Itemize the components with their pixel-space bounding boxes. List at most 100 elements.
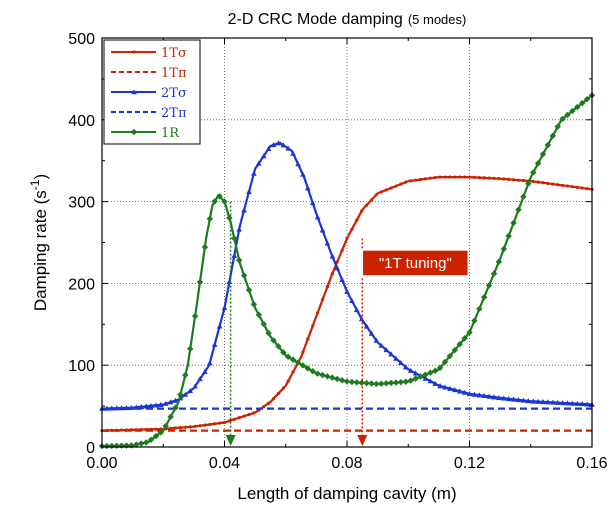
series-3-point (368, 330, 375, 336)
series-3-point (545, 399, 551, 405)
series-3-point (466, 391, 473, 397)
series-5-point (549, 132, 556, 140)
series-3-point (329, 253, 336, 259)
series-3-point (501, 395, 507, 401)
series-5-point (422, 371, 429, 378)
y-axis-title-close: ) (31, 174, 50, 180)
series-5-point (441, 358, 449, 366)
series-5-point (177, 391, 184, 398)
series-5-point (172, 404, 179, 411)
series-5-point (451, 346, 458, 354)
series-5-point (216, 193, 223, 200)
series-3-point (525, 398, 532, 404)
series-5-point (294, 359, 302, 366)
series-3-point (236, 226, 242, 232)
series-1-point (409, 179, 413, 183)
series-5-point (309, 368, 316, 375)
series-3-point (167, 399, 174, 405)
series-3-point (256, 160, 262, 166)
series-3-point (412, 370, 419, 376)
series-1-point (458, 175, 462, 179)
series-5-point (324, 373, 331, 380)
x-tick-label: 0.16 (576, 455, 607, 472)
series-3-point (192, 383, 198, 389)
series-3-point (197, 376, 203, 382)
series-5-point (481, 293, 488, 301)
series-5-point (167, 413, 174, 421)
series-1-point (120, 428, 124, 432)
series-1-point (482, 176, 486, 180)
series-1-point (453, 175, 457, 179)
series-5-point (329, 374, 336, 381)
series-5-point (579, 99, 586, 107)
series-5-point (515, 206, 522, 213)
series-1-point (561, 183, 565, 188)
series-3-point (349, 297, 355, 303)
series-3-point (246, 188, 252, 195)
series-1-point (330, 272, 334, 276)
series-5-point (569, 107, 576, 115)
series-5-point (574, 103, 581, 111)
series-3-point (496, 394, 502, 400)
series-1-point (418, 177, 423, 182)
series-1-point (286, 379, 290, 383)
y-tick-label: 0 (86, 440, 95, 457)
series-3-point (437, 383, 443, 389)
series-3-point (540, 399, 546, 405)
series-5-point (343, 378, 351, 385)
series-3-point (319, 227, 326, 233)
series-3-point (388, 351, 394, 357)
series-1-point (169, 426, 173, 431)
series-3-point (569, 400, 576, 406)
series-3-point (221, 305, 228, 311)
series-1-point (311, 324, 315, 328)
series-5-point (196, 278, 204, 286)
series-3-point (505, 396, 512, 402)
series-5-point (304, 365, 311, 372)
series-3-point (491, 394, 497, 400)
y-tick-label: 200 (68, 276, 95, 293)
series-1-point (507, 177, 511, 181)
series-1-point (443, 175, 447, 179)
series-5-point (564, 111, 571, 119)
series-1-point (232, 417, 236, 421)
series-3-point (564, 400, 571, 406)
series-3-point (398, 360, 404, 366)
series-5-point (485, 282, 493, 289)
series-5-point (201, 243, 209, 251)
series-1-point (291, 370, 295, 374)
series-5-point (427, 369, 434, 376)
series-3-point (251, 170, 257, 176)
series-1-point (472, 175, 476, 179)
series-3-point (334, 265, 340, 271)
series-3 (99, 140, 595, 411)
series-3-point (554, 399, 561, 405)
series-3-point (447, 385, 453, 391)
series-3-point (339, 277, 345, 283)
series-5-point (397, 378, 405, 386)
series-5-point (275, 343, 282, 350)
series-3-point (407, 367, 414, 373)
series-3-point (427, 378, 434, 384)
series-3-point (422, 375, 429, 381)
series-3-point (535, 398, 541, 404)
series-3-point (231, 252, 238, 258)
series-5-point (162, 422, 169, 430)
series-3-point (363, 323, 370, 329)
series-5-point (187, 345, 194, 353)
marker-arrowhead-1 (225, 435, 236, 446)
series-3-point (559, 400, 566, 406)
series-1-point (360, 209, 364, 213)
series-5-point (289, 356, 297, 363)
series-1-point (335, 260, 339, 264)
y-axis-title-superscript: -1 (28, 179, 42, 190)
series-5-point (500, 245, 507, 253)
series-5-point (407, 377, 414, 384)
series-1-point (379, 190, 383, 194)
series-3-point (290, 150, 296, 156)
legend-label: 2Tσ (161, 86, 187, 101)
series-1-point (487, 176, 491, 180)
series-5-point (456, 341, 463, 348)
series-1-point (193, 424, 197, 428)
series-1-point (399, 182, 403, 186)
